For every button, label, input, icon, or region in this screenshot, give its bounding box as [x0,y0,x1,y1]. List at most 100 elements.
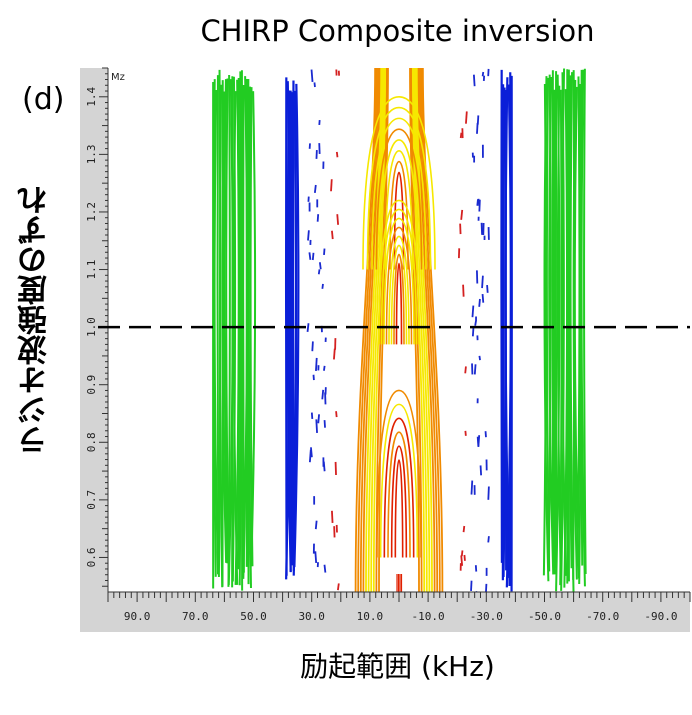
inner-left-red-dash [331,510,334,523]
x-axis: 90.0 70.0 50.0 30.0 10.0 -10.0 -30.0 -50.0 -70.0… [107,591,691,623]
x-tick-label: -30.0 [470,610,503,623]
x-tick-label: 70.0 [182,610,209,623]
lower-lobe-contour [376,389,422,558]
lower-lobe-contour [387,431,411,558]
x-tick-label: -90.0 [644,610,677,623]
top-lobe-contour [371,117,427,270]
outer-left-contour [249,87,254,567]
outer-left-contour [237,78,241,570]
inner-left-blue-dash [323,248,326,256]
lower-lobe-contour [390,445,408,558]
inner-left-blue-dash [311,341,314,352]
outer-right-contour [545,77,551,572]
core-contour [370,68,385,592]
x-tick-label: 30.0 [298,610,325,623]
edge-left-contour [293,83,300,568]
inner-right-blue-dash [471,305,475,318]
x-tick-label: 50.0 [240,610,267,623]
core-contour [419,68,439,592]
mid-lobe-contour [380,208,418,345]
outer-right-contour [568,75,573,569]
inner-left-blue-dash [316,214,320,222]
y-tick-label: 1.1 [85,260,98,280]
y-tick-label: 1.0 [85,317,98,337]
x-axis-strip [80,592,690,632]
inner-right-blue-dash [481,294,485,303]
chart-title: CHIRP Composite inversion [200,14,595,48]
y-tick-label: 0.7 [85,490,98,510]
inner-right-blue-dash [486,284,489,293]
y-tick-label: 1.3 [85,144,98,164]
inner-left-blue-dash [314,520,318,530]
top-lobe-contour [366,106,432,270]
y-axis-strip [80,68,108,592]
outer-left-contour [242,85,245,573]
mid-lobe-contour [378,199,420,345]
outer-left-contour [250,91,257,567]
outer-left-contour [216,75,220,569]
core-contour [365,68,382,592]
core-contour [354,68,377,592]
outer-right-contour [543,76,550,582]
inner-right-blue-dash [487,536,490,543]
inner-left-blue-dash [311,252,315,261]
contour-layer [212,68,587,592]
inner-left-blue-dash [306,323,310,332]
mid-lobe-contour [390,244,408,345]
mid-lobe-contour [383,217,415,345]
y-tick-label: 1.2 [85,202,98,222]
inner-right-red-dash [463,554,466,561]
inner-left-blue-dash [315,419,318,434]
mid-lobe-contour [385,226,413,345]
x-tick-label: -70.0 [586,610,619,623]
inner-right-blue-dash [481,71,485,77]
inner-left-blue-dash [323,365,326,371]
top-lobe-contour [384,149,414,270]
inner-right-red-dash [464,366,467,374]
inner-right-red-dash [459,132,463,139]
mid-lobe-contour [393,253,405,345]
outer-right-contour [548,76,555,575]
plot-area [108,68,690,592]
y-axis: 0.6 0.7 0.8 0.9 1.0 1.1 1.2 1.3 1.4 [85,67,109,592]
y-tick-label: 0.9 [85,375,98,395]
inner-right-red-dash [460,209,464,220]
inner-left-blue-dash [315,357,318,372]
inner-left-blue-dash [317,414,320,424]
inner-left-blue-dash [314,551,318,563]
inner-left-red-dash [331,230,334,240]
x-tick-label: -10.0 [412,610,445,623]
inner-left-blue-dash [321,389,325,400]
inner-right-blue-dash [481,275,484,289]
lower-lobe-contour [379,403,419,558]
inner-left-blue-dash [308,252,312,260]
outer-right-contour [556,85,562,572]
y-tick-label: 0.8 [85,432,98,452]
inner-right-blue-dash [485,583,488,592]
edge-left-contour [286,90,292,573]
outer-left-contour [223,79,229,564]
inner-left-red-dash [333,348,336,360]
inner-right-blue-dash [476,199,479,206]
inner-left-red-dash [330,179,333,192]
core-contour [413,68,428,592]
inner-left-blue-dash [317,269,321,275]
lower-lobe-contour [394,459,404,558]
y-tick-label: 1.4 [85,86,98,106]
inner-right-red-dash [460,555,464,566]
inner-left-blue-dash [310,447,313,458]
outer-left-contour [219,84,224,588]
inner-left-blue-dash [323,564,327,573]
outer-right-contour [561,68,567,576]
inner-right-blue-dash [470,480,474,495]
inner-left-blue-dash [318,262,322,270]
outer-right-contour [569,72,575,592]
x-tick-label: 10.0 [357,610,384,623]
inner-right-blue-dash [487,486,490,500]
edge-left-contour [292,80,295,571]
top-lobe-contour [375,128,423,270]
inner-right-red-dash [462,284,465,297]
inner-right-blue-dash [471,328,475,337]
core-contour [362,68,381,592]
